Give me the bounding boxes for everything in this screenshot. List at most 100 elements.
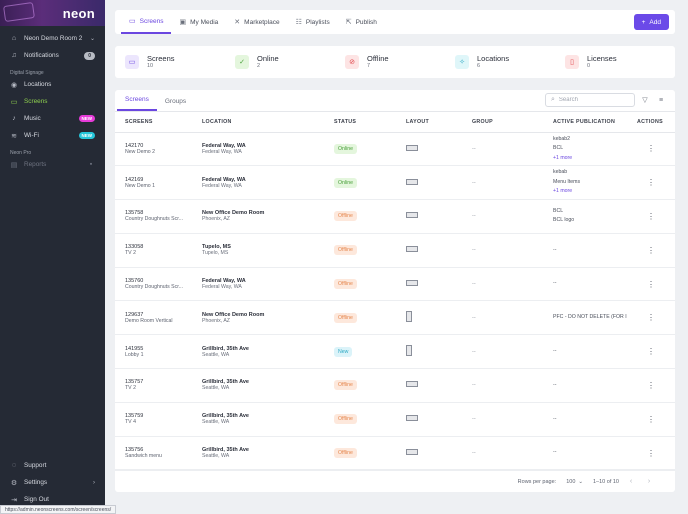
tab-screens[interactable]: ▭ Screens bbox=[121, 10, 172, 34]
vertical-layout-icon bbox=[406, 311, 412, 323]
more-publications-link[interactable]: +1 more bbox=[553, 154, 573, 161]
sort-icon[interactable]: ≡ bbox=[658, 96, 664, 104]
tools-icon: ✕ bbox=[234, 19, 241, 26]
screen-id: 129637 bbox=[125, 311, 144, 318]
sidebar-item-label: Sign Out bbox=[24, 496, 49, 503]
screen-id: 133058 bbox=[125, 244, 144, 251]
org-switcher[interactable]: ⌂ Neon Demo Room 2 ⌄ bbox=[0, 30, 105, 47]
stat-value: 6 bbox=[477, 63, 481, 70]
more-actions-icon[interactable]: ⋮ bbox=[627, 199, 675, 234]
screen-id: 135759 bbox=[125, 413, 144, 420]
more-actions-icon[interactable]: ⋮ bbox=[627, 132, 675, 167]
screen-cell[interactable]: 142170 New Demo 2 bbox=[115, 132, 192, 167]
table-row[interactable]: 142169 New Demo 1 Federal Way, WA Federal W… bbox=[115, 165, 675, 201]
screen-cell[interactable]: 133058 TV 2 bbox=[115, 233, 192, 268]
col-group[interactable]: GROUP bbox=[462, 112, 543, 133]
screen-cell[interactable]: 135759 TV 4 bbox=[115, 402, 192, 437]
publication-cell: kebab Menu Items +1 more bbox=[543, 165, 627, 201]
table-row[interactable]: 133058 TV 2 Tupelo, MS Tupelo, MS Offline -- -… bbox=[115, 233, 675, 268]
next-page-icon[interactable]: › bbox=[647, 478, 651, 485]
new-badge: NEW bbox=[78, 115, 95, 122]
layout-cell bbox=[396, 233, 462, 268]
screens-panel: Screens Groups ⌕ ▽ ≡ SCREENS LOCATION bbox=[115, 90, 675, 492]
search-input[interactable] bbox=[558, 97, 629, 103]
more-actions-icon[interactable]: ⋮ bbox=[627, 334, 675, 370]
table-row[interactable]: 141955 Lobby 1 Grillbird, 35th Ave Seattle,… bbox=[115, 334, 675, 370]
sidebar-item-signout[interactable]: ⇥ Sign Out bbox=[0, 491, 105, 508]
table-row[interactable]: 135760 Country Doughnuts Scr... Federal Wa… bbox=[115, 267, 675, 302]
sidebar-item-reports[interactable]: ▤ Reports ▪ bbox=[0, 156, 105, 173]
tab-marketplace[interactable]: ✕ Marketplace bbox=[226, 10, 287, 34]
col-screens[interactable]: SCREENS bbox=[115, 112, 192, 133]
tab-playlists[interactable]: ☷ Playlists bbox=[288, 10, 338, 34]
screen-cell[interactable]: 135756 Sandwich menu bbox=[115, 436, 192, 471]
filter-icon[interactable]: ▽ bbox=[642, 97, 648, 104]
layout-cell bbox=[396, 267, 462, 302]
sidebar-item-support[interactable]: ◌ Support bbox=[0, 457, 105, 474]
sidebar-item-label: Wi-Fi bbox=[24, 132, 39, 139]
more-actions-icon[interactable]: ⋮ bbox=[627, 436, 675, 471]
table-row[interactable]: 129637 Demo Room Vertical New Office Demo … bbox=[115, 300, 675, 336]
rows-per-page-select[interactable]: 100 ⌄ bbox=[562, 479, 587, 485]
sidebar-item-music[interactable]: ♪ Music NEW bbox=[0, 110, 105, 127]
more-actions-icon[interactable]: ⋮ bbox=[627, 233, 675, 268]
screen-name: TV 4 bbox=[125, 419, 136, 426]
status-badge: Offline bbox=[334, 211, 357, 222]
status-cell: Online bbox=[324, 165, 396, 201]
horizontal-layout-icon bbox=[406, 415, 418, 422]
location-city: Federal Way, WA bbox=[202, 182, 242, 189]
tab-screens-list[interactable]: Screens bbox=[117, 96, 157, 111]
sidebar-item-notifications[interactable]: ♫ Notifications 0 bbox=[0, 47, 105, 64]
more-publications-link[interactable]: +1 more bbox=[553, 188, 573, 195]
layout-cell bbox=[396, 334, 462, 370]
search-box[interactable]: ⌕ bbox=[545, 93, 635, 107]
neon-logo[interactable]: neon bbox=[62, 5, 95, 21]
sidebar-item-label: Screens bbox=[24, 98, 48, 105]
publication-item: BCL logo bbox=[553, 217, 575, 224]
add-button[interactable]: + Add bbox=[633, 14, 669, 30]
screen-cell[interactable]: 142169 New Demo 1 bbox=[115, 165, 192, 201]
status-badge: Offline bbox=[334, 380, 357, 391]
screen-id: 141955 bbox=[125, 345, 144, 352]
col-location[interactable]: LOCATION bbox=[192, 112, 324, 133]
more-actions-icon[interactable]: ⋮ bbox=[627, 267, 675, 302]
status-badge: Offline bbox=[334, 448, 357, 459]
more-actions-icon[interactable]: ⋮ bbox=[627, 165, 675, 201]
more-actions-icon[interactable]: ⋮ bbox=[627, 402, 675, 437]
tab-my-media[interactable]: ▣ My Media bbox=[171, 10, 226, 34]
col-active-publication[interactable]: ACTIVE PUBLICATION bbox=[543, 112, 627, 133]
table-row[interactable]: 135757 TV 2 Grillbird, 35th Ave Seattle, WA… bbox=[115, 368, 675, 403]
panel-tabs: Screens Groups ⌕ ▽ ≡ bbox=[115, 90, 675, 112]
media-icon: ▣ bbox=[179, 19, 187, 26]
sidebar-item-wifi[interactable]: ≋ Wi-Fi NEW bbox=[0, 127, 105, 144]
prev-page-icon[interactable]: ‹ bbox=[629, 478, 633, 485]
more-actions-icon[interactable]: ⋮ bbox=[627, 300, 675, 336]
stat-offline: ⊘ Offline 7 bbox=[345, 54, 455, 69]
horizontal-layout-icon bbox=[406, 246, 418, 253]
lock-icon: ▪ bbox=[89, 161, 93, 168]
new-badge: NEW bbox=[78, 132, 95, 139]
tab-groups[interactable]: Groups bbox=[164, 98, 187, 105]
screen-cell[interactable]: 129637 Demo Room Vertical bbox=[115, 300, 192, 336]
screen-cell[interactable]: 135760 Country Doughnuts Scr... bbox=[115, 267, 192, 302]
horizontal-layout-icon bbox=[406, 280, 418, 287]
table-row[interactable]: 135759 TV 4 Grillbird, 35th Ave Seattle, WA… bbox=[115, 402, 675, 437]
layout-cell bbox=[396, 165, 462, 201]
table-row[interactable]: 142170 New Demo 2 Federal Way, WA Federal W… bbox=[115, 132, 675, 167]
sidebar-item-settings[interactable]: ⚙ Settings › bbox=[0, 474, 105, 491]
screen-cell[interactable]: 135757 TV 2 bbox=[115, 368, 192, 403]
sidebar-item-locations[interactable]: ◉ Locations bbox=[0, 76, 105, 93]
location-name: New Office Demo Room bbox=[202, 311, 265, 318]
col-layout[interactable]: LAYOUT bbox=[396, 112, 462, 133]
table-row[interactable]: 135756 Sandwich menu Grillbird, 35th Ave Se… bbox=[115, 436, 675, 471]
screen-cell[interactable]: 135758 Country Doughnuts Scr... bbox=[115, 199, 192, 234]
tab-publish[interactable]: ⇱ Publish bbox=[338, 10, 385, 34]
monitor-check-icon: ✓ bbox=[235, 54, 249, 69]
wifi-icon: ≋ bbox=[11, 132, 17, 140]
col-status[interactable]: STATUS bbox=[324, 112, 396, 133]
screen-cell[interactable]: 141955 Lobby 1 bbox=[115, 334, 192, 370]
sidebar-item-screens[interactable]: ▭ Screens bbox=[0, 93, 105, 110]
more-actions-icon[interactable]: ⋮ bbox=[627, 368, 675, 403]
tab-label: Marketplace bbox=[244, 18, 280, 26]
table-row[interactable]: 135758 Country Doughnuts Scr... New Office… bbox=[115, 199, 675, 234]
